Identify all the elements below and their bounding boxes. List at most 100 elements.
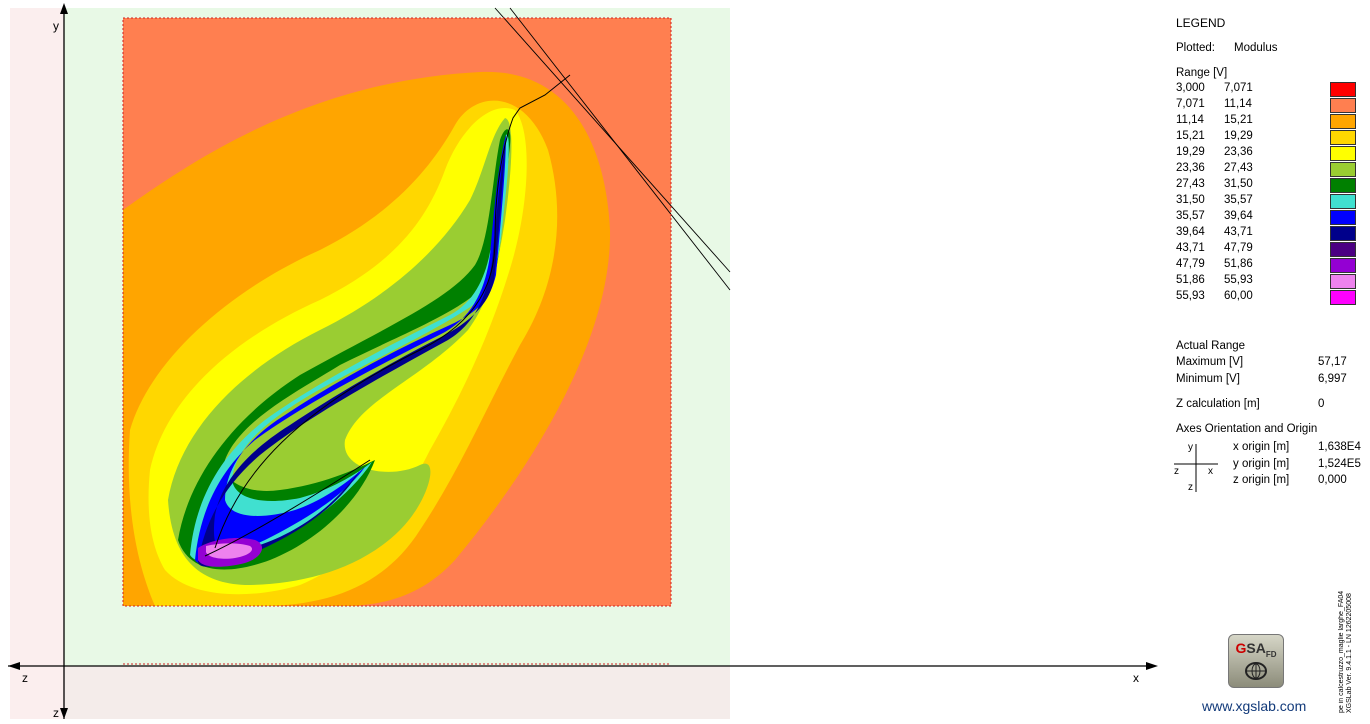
plot-area[interactable]: y z x z (0, 0, 1160, 720)
gsa-logo: GSAFD www.xgslab.com (1176, 634, 1306, 718)
mini-axes-icon (1174, 444, 1218, 492)
range-high: 15,21 (1224, 114, 1253, 126)
minimum-label: Minimum [V] (1176, 373, 1240, 385)
range-row: 47,79 51,86 (1176, 258, 1366, 274)
plotted-value: Modulus (1234, 42, 1278, 54)
range-high: 51,86 (1224, 258, 1253, 270)
z-axis-arrow-down (60, 708, 68, 719)
range-row: 27,43 31,50 (1176, 178, 1366, 194)
range-high: 23,36 (1224, 146, 1253, 158)
lower-band (64, 666, 730, 719)
range-row: 11,14 15,21 (1176, 114, 1366, 130)
range-swatch (1330, 82, 1356, 97)
contour-bands (123, 71, 611, 607)
range-row: 3,000 7,071 (1176, 82, 1366, 98)
range-swatch (1330, 226, 1356, 241)
z-axis-arrow-left (8, 662, 20, 670)
range-low: 51,86 (1176, 274, 1205, 286)
x-axis-label: x (1133, 671, 1139, 685)
range-low: 55,93 (1176, 290, 1205, 302)
range-swatch (1330, 98, 1356, 113)
z-axis-label-bottom: z (53, 706, 59, 719)
range-high: 11,14 (1224, 98, 1252, 110)
legend-panel: LEGEND Plotted: Modulus Range [V] 3,000 7… (1160, 0, 1370, 719)
y-axis-label: y (53, 19, 59, 33)
contour-band-39-43 (198, 140, 506, 567)
y-axis-arrow (60, 3, 68, 14)
zcalc-value: 0 (1318, 398, 1325, 410)
contour-plot[interactable]: y z x z (0, 0, 1160, 720)
x-origin-value: 1,638E4 (1318, 441, 1361, 453)
range-row: 31,50 35,57 (1176, 194, 1366, 210)
maximum-label: Maximum [V] (1176, 356, 1244, 368)
range-low: 43,71 (1176, 242, 1205, 254)
range-row: 23,36 27,43 (1176, 162, 1366, 178)
range-high: 43,71 (1224, 226, 1253, 238)
range-high: 27,43 (1224, 162, 1253, 174)
range-high: 31,50 (1224, 178, 1253, 190)
mini-axis-z2: z (1188, 482, 1193, 493)
range-swatch (1330, 210, 1356, 225)
y-origin-label: y origin [m] (1233, 458, 1290, 470)
conductor-line (204, 74, 571, 557)
minimum-value: 6,997 (1318, 373, 1347, 385)
website-link[interactable]: www.xgslab.com (1202, 698, 1307, 714)
calculation-area-border (122, 17, 672, 607)
range-swatch (1330, 258, 1356, 273)
file-name: pe in calcestruzzo_maglie larghe_FA04 (1338, 590, 1345, 713)
actual-range-header: Actual Range (1176, 340, 1246, 352)
legend-title: LEGEND (1176, 16, 1226, 30)
external-line-2 (509, 7, 731, 291)
z-axis-label-left: z (22, 671, 28, 685)
range-row: 35,57 39,64 (1176, 210, 1366, 226)
range-low: 23,36 (1176, 162, 1205, 174)
mini-axis-y: y (1188, 442, 1193, 453)
range-high: 35,57 (1224, 194, 1253, 206)
plotted-label: Plotted: (1176, 42, 1215, 54)
range-row: 39,64 43,71 (1176, 226, 1366, 242)
range-low: 3,000 (1176, 82, 1205, 94)
logo-text: GSAFD (1235, 640, 1277, 659)
range-row: 51,86 55,93 (1176, 274, 1366, 290)
range-swatch (1330, 114, 1356, 129)
range-high: 47,79 (1224, 242, 1253, 254)
range-row: 7,071 11,14 (1176, 98, 1366, 114)
range-swatch (1330, 162, 1356, 177)
x-axis-arrow (1146, 662, 1158, 670)
mini-axis-z: z (1174, 466, 1179, 477)
logo-badge: GSAFD (1228, 634, 1284, 688)
range-low: 27,43 (1176, 178, 1205, 190)
range-high: 55,93 (1224, 274, 1253, 286)
range-swatch (1330, 178, 1356, 193)
maximum-value: 57,17 (1318, 356, 1347, 368)
software-version: XGSLab Ver. 9.4.1.1 - LN 1262205008 (1346, 593, 1353, 713)
range-high: 7,071 (1224, 82, 1253, 94)
range-row: 15,21 19,29 (1176, 130, 1366, 146)
globe-icon (1245, 662, 1267, 680)
range-low: 11,14 (1176, 114, 1204, 126)
file-info-vertical: pe in calcestruzzo_maglie larghe_FA04 XG… (1338, 588, 1368, 713)
range-low: 47,79 (1176, 258, 1205, 270)
range-low: 35,57 (1176, 210, 1205, 222)
range-swatch (1330, 274, 1356, 289)
range-low: 19,29 (1176, 146, 1205, 158)
contour-band-51-55 (206, 543, 253, 559)
z-origin-value: 0,000 (1318, 474, 1347, 486)
range-row: 19,29 23,36 (1176, 146, 1366, 162)
range-swatch (1330, 130, 1356, 145)
range-high: 60,00 (1224, 290, 1253, 302)
mini-axis-x: x (1208, 466, 1213, 477)
axes-header: Axes Orientation and Origin (1176, 423, 1318, 435)
contour-band-23-27 (168, 118, 512, 585)
range-swatch (1330, 146, 1356, 161)
range-low: 39,64 (1176, 226, 1205, 238)
range-row: 55,93 60,00 (1176, 290, 1366, 306)
range-low: 7,071 (1176, 98, 1205, 110)
zcalc-label: Z calculation [m] (1176, 398, 1260, 410)
x-origin-label: x origin [m] (1233, 441, 1290, 453)
range-high: 19,29 (1224, 130, 1253, 142)
range-swatch (1330, 194, 1356, 209)
range-swatch (1330, 290, 1356, 305)
y-origin-value: 1,524E5 (1318, 458, 1361, 470)
range-low: 31,50 (1176, 194, 1205, 206)
